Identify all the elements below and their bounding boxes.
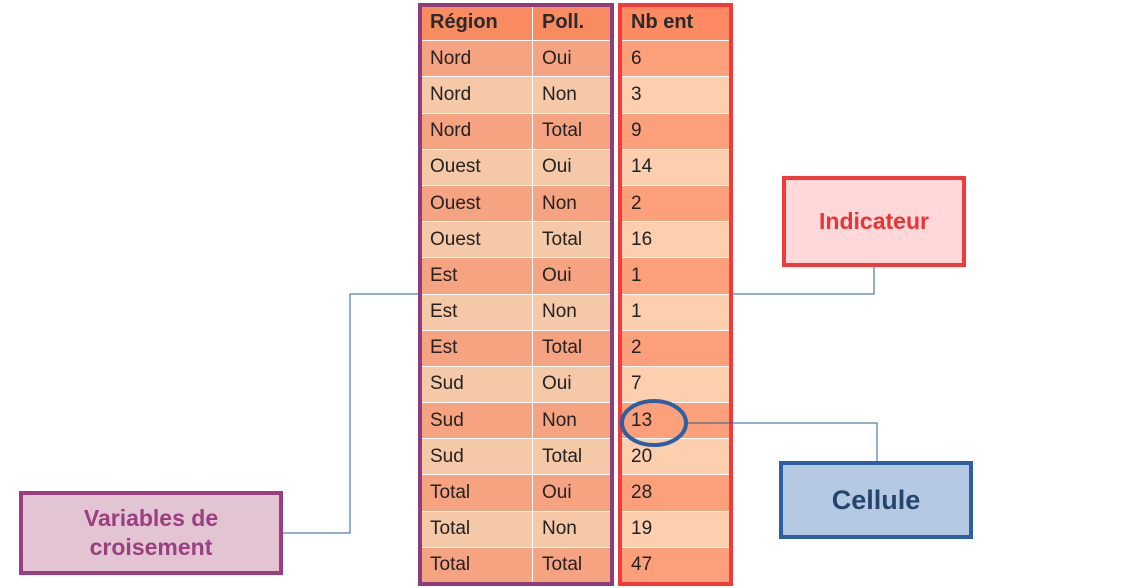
table-cell: 13: [622, 403, 731, 440]
table-row: Nord Non 3: [421, 77, 731, 114]
table-row: Nord Total 9: [421, 113, 731, 150]
table-cell: 47: [622, 547, 731, 584]
header-cell: Nb ent: [622, 5, 731, 42]
table-cell: Est: [421, 294, 533, 331]
table-row: Ouest Oui 14: [421, 149, 731, 186]
table-cell: Oui: [533, 366, 612, 404]
table-cell: Non: [533, 511, 612, 548]
table-cell: 28: [622, 475, 731, 512]
data-table: Région Poll. Nb ent Nord Oui 6 Nord Non 3 Nord Tot…: [421, 5, 731, 584]
table-row: Nord Oui 6: [421, 41, 731, 78]
table-cell: Nord: [421, 113, 533, 150]
table-row: Ouest Non 2: [421, 185, 731, 223]
table-row: Sud Total 20: [421, 439, 731, 476]
table-cell: 1: [622, 294, 731, 331]
table-cell: Total: [533, 547, 612, 584]
table-cell: Total: [533, 330, 612, 367]
table-row: Ouest Total 16: [421, 222, 731, 259]
table-cell: 6: [622, 41, 731, 78]
table-row: Total Non 19: [421, 511, 731, 548]
table-cell: 14: [622, 149, 731, 186]
table-cell: Total: [421, 547, 533, 584]
table-cell: Ouest: [421, 222, 533, 259]
table-cell: Ouest: [421, 149, 533, 186]
table-row: Total Total 47: [421, 547, 731, 584]
table-row: Sud Oui 7: [421, 366, 731, 404]
table-cell: Oui: [533, 41, 612, 78]
table-cell: Oui: [533, 475, 612, 512]
table-cell: Non: [533, 403, 612, 440]
table-cell: Est: [421, 330, 533, 367]
variables-label: Variables de croisement: [19, 491, 283, 575]
table-row: Est Non 1: [421, 294, 731, 331]
table-cell: Non: [533, 77, 612, 114]
table-cell: Est: [421, 258, 533, 295]
table-cell: Sud: [421, 403, 533, 440]
table-cell: Sud: [421, 366, 533, 404]
table-cell: Total: [533, 113, 612, 150]
table-cell: 20: [622, 439, 731, 476]
header-cell: Région: [421, 5, 533, 42]
header-cell: Poll.: [533, 5, 612, 42]
table-cell: 2: [622, 330, 731, 367]
table-cell: Ouest: [421, 185, 533, 223]
table-cell: Nord: [421, 77, 533, 114]
connector-indicator: [733, 267, 875, 295]
table-row: Sud Non 13: [421, 403, 731, 440]
table-cell: 19: [622, 511, 731, 548]
table-cell: Total: [533, 222, 612, 259]
connector-variables: [283, 293, 418, 534]
table-cell: Oui: [533, 149, 612, 186]
table-cell: 3: [622, 77, 731, 114]
table-row: Est Total 2: [421, 330, 731, 367]
table-header-row: Région Poll. Nb ent: [421, 5, 731, 42]
table-cell: 16: [622, 222, 731, 259]
table-cell: Total: [533, 439, 612, 476]
variables-label-text: Variables de croisement: [83, 505, 219, 560]
table-cell: Non: [533, 294, 612, 331]
table-cell: Oui: [533, 258, 612, 295]
table-cell: 7: [622, 366, 731, 404]
table-cell: 9: [622, 113, 731, 150]
table-cell: Non: [533, 185, 612, 223]
table-cell: 2: [622, 185, 731, 223]
table-row: Total Oui 28: [421, 475, 731, 512]
indicator-label: Indicateur: [782, 176, 966, 267]
table-cell: Total: [421, 475, 533, 512]
table-cell: Total: [421, 511, 533, 548]
table-cell: 1: [622, 258, 731, 295]
table-row: Est Oui 1: [421, 258, 731, 295]
table-cell: Sud: [421, 439, 533, 476]
table-cell: Nord: [421, 41, 533, 78]
cell-label: Cellule: [779, 461, 973, 539]
